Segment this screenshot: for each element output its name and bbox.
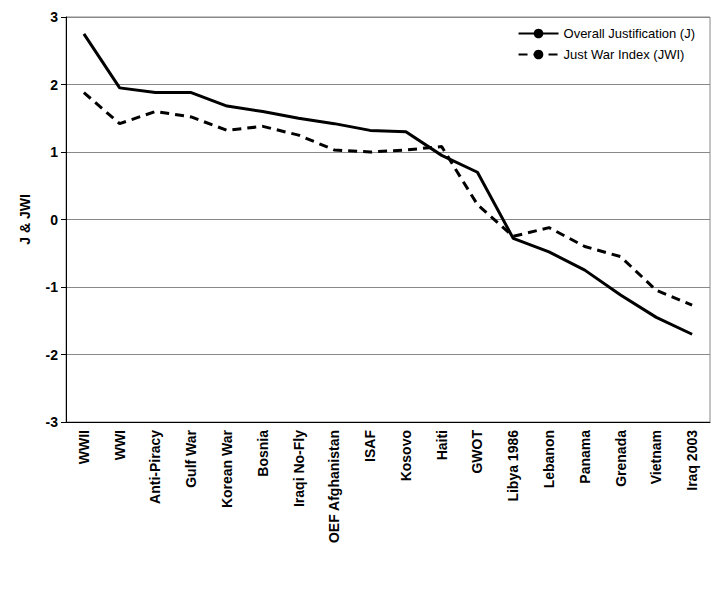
svg-text:OEF Afghanistan: OEF Afghanistan xyxy=(326,430,342,543)
svg-text:GWOT: GWOT xyxy=(469,430,485,474)
svg-text:Bosnia: Bosnia xyxy=(255,430,271,477)
svg-text:Overall Justification (J): Overall Justification (J) xyxy=(564,26,695,41)
svg-text:Gulf War: Gulf War xyxy=(183,429,199,487)
svg-text:Lebanon: Lebanon xyxy=(541,430,557,488)
svg-text:WWI: WWI xyxy=(112,430,128,460)
svg-text:Libya 1986: Libya 1986 xyxy=(505,430,521,502)
svg-text:Vietnam: Vietnam xyxy=(648,430,664,484)
svg-text:2: 2 xyxy=(50,77,58,93)
svg-text:Korean War: Korean War xyxy=(219,429,235,508)
svg-text:Iraq 2003: Iraq 2003 xyxy=(684,430,700,491)
svg-text:1: 1 xyxy=(50,144,58,160)
svg-text:-2: -2 xyxy=(46,347,59,363)
svg-text:-1: -1 xyxy=(46,279,59,295)
svg-text:J & JWI: J & JWI xyxy=(17,194,33,245)
svg-text:Grenada: Grenada xyxy=(613,430,629,487)
svg-text:Haiti: Haiti xyxy=(434,430,450,460)
svg-text:-3: -3 xyxy=(46,414,59,430)
svg-text:ISAF: ISAF xyxy=(362,430,378,462)
svg-text:Just War Index (JWI): Just War Index (JWI) xyxy=(564,47,685,62)
svg-text:Anti-Piracy: Anti-Piracy xyxy=(147,430,163,504)
svg-text:Iraqi No-Fly: Iraqi No-Fly xyxy=(291,430,307,507)
svg-text:WWII: WWII xyxy=(76,430,92,464)
svg-text:0: 0 xyxy=(50,212,58,228)
svg-text:Kosovo: Kosovo xyxy=(398,430,414,481)
svg-text:Panama: Panama xyxy=(577,430,593,484)
svg-text:3: 3 xyxy=(50,9,58,25)
